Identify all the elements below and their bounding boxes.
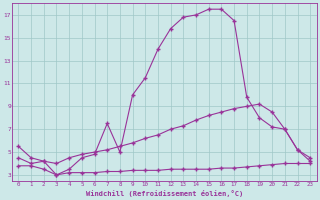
X-axis label: Windchill (Refroidissement éolien,°C): Windchill (Refroidissement éolien,°C) (86, 190, 243, 197)
